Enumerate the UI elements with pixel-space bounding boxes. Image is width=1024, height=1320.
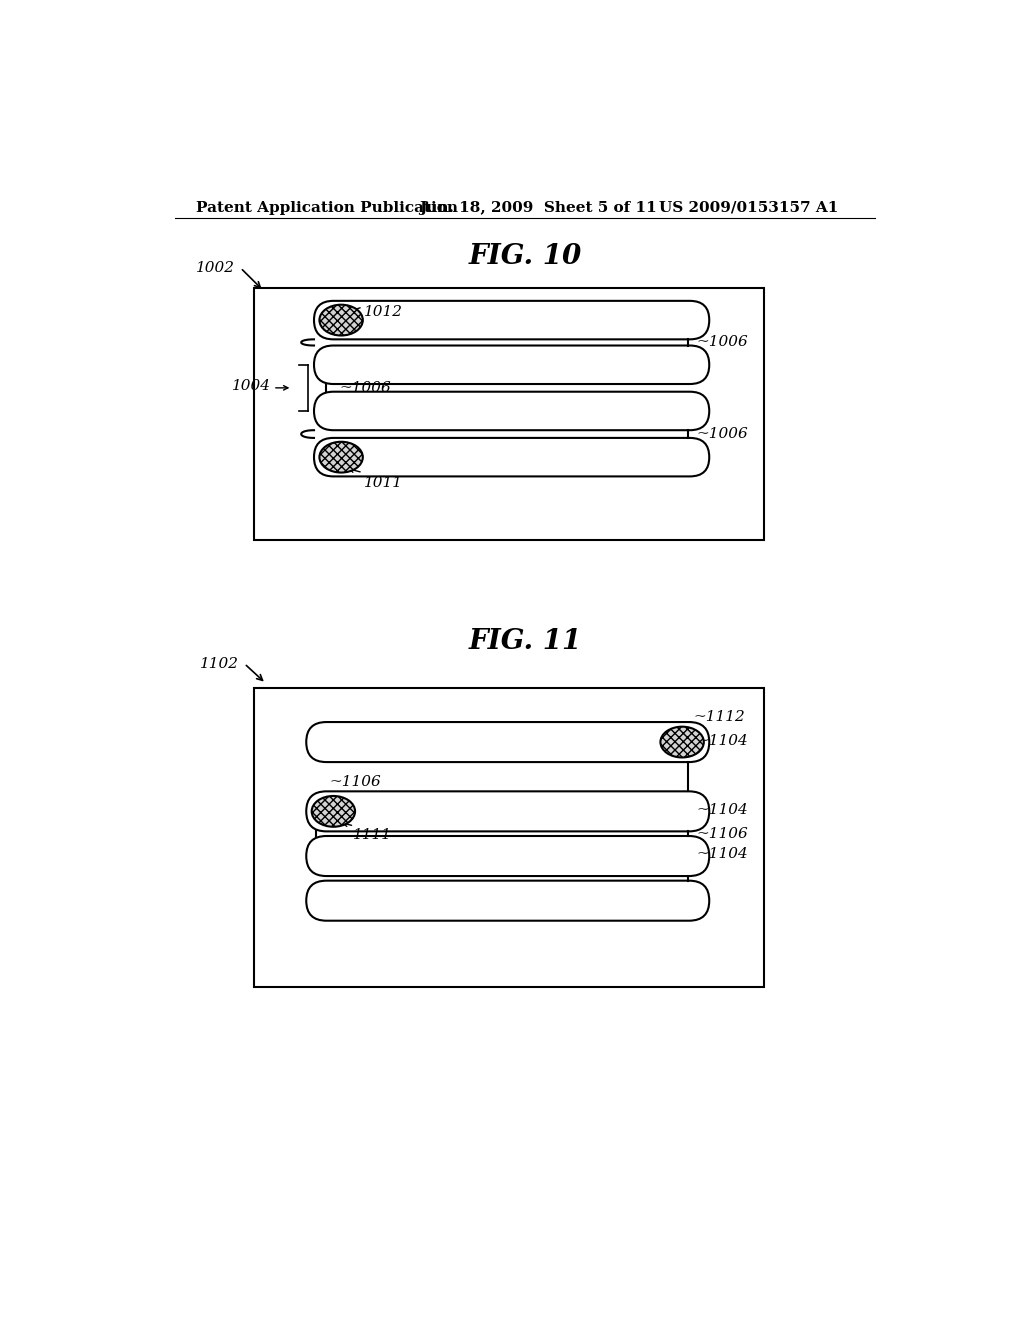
FancyBboxPatch shape xyxy=(314,346,710,384)
Text: 1111: 1111 xyxy=(352,829,392,842)
Text: ~1106: ~1106 xyxy=(330,775,381,789)
Text: ~1106: ~1106 xyxy=(697,826,749,841)
Bar xyxy=(254,288,764,540)
FancyBboxPatch shape xyxy=(306,722,710,762)
Text: ~1006: ~1006 xyxy=(697,428,749,441)
FancyBboxPatch shape xyxy=(314,301,710,339)
Text: 1002: 1002 xyxy=(196,261,234,275)
Ellipse shape xyxy=(319,442,362,473)
Text: Patent Application Publication: Patent Application Publication xyxy=(197,201,458,215)
Text: 1004: 1004 xyxy=(231,379,270,393)
Ellipse shape xyxy=(660,726,703,758)
FancyBboxPatch shape xyxy=(314,438,710,477)
Text: 1012: 1012 xyxy=(365,305,403,318)
Text: Jun. 18, 2009  Sheet 5 of 11: Jun. 18, 2009 Sheet 5 of 11 xyxy=(419,201,656,215)
Ellipse shape xyxy=(311,796,355,826)
Text: ~1006: ~1006 xyxy=(697,335,749,350)
Text: 1011: 1011 xyxy=(365,475,403,490)
Text: ~1112: ~1112 xyxy=(693,710,745,723)
Text: FIG. 10: FIG. 10 xyxy=(468,243,582,271)
Text: 1102: 1102 xyxy=(200,657,239,672)
Ellipse shape xyxy=(319,305,362,335)
Text: ~1104: ~1104 xyxy=(697,847,749,862)
Text: ~1006: ~1006 xyxy=(340,381,391,395)
FancyBboxPatch shape xyxy=(306,836,710,876)
Bar xyxy=(254,688,764,987)
Text: ~1104: ~1104 xyxy=(697,803,749,817)
Text: FIG. 11: FIG. 11 xyxy=(468,628,582,655)
FancyBboxPatch shape xyxy=(314,392,710,430)
Text: US 2009/0153157 A1: US 2009/0153157 A1 xyxy=(658,201,839,215)
FancyBboxPatch shape xyxy=(306,880,710,921)
FancyBboxPatch shape xyxy=(306,792,710,832)
Text: ~1104: ~1104 xyxy=(697,734,749,747)
